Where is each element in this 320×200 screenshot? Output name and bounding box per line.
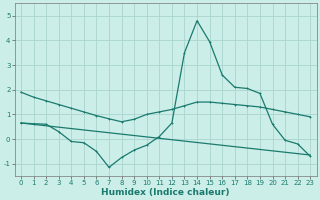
X-axis label: Humidex (Indice chaleur): Humidex (Indice chaleur) xyxy=(101,188,230,197)
